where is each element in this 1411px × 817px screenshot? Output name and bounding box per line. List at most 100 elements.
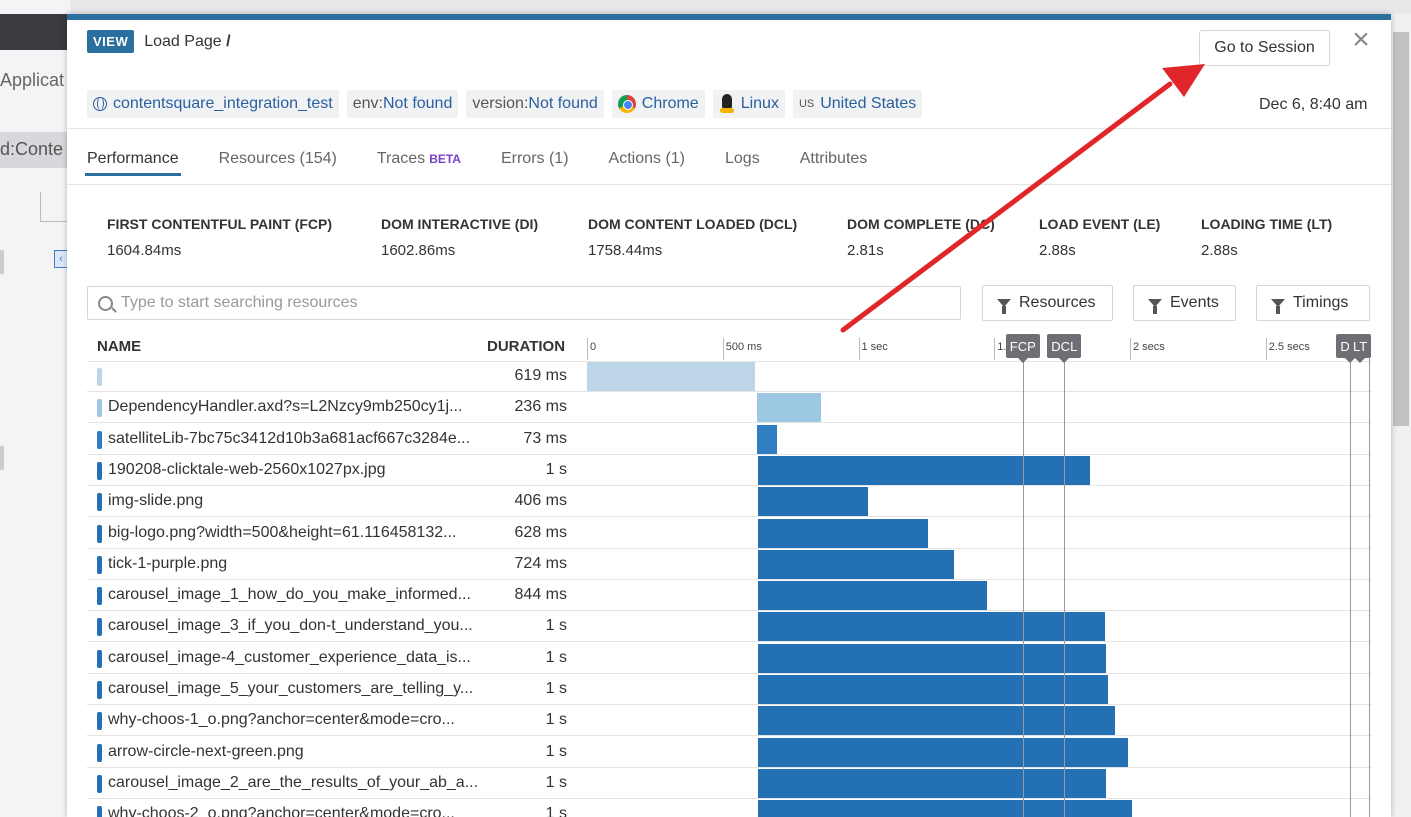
resource-search-input[interactable]: [121, 294, 921, 312]
table-row[interactable]: carousel_image_5_your_customers_are_tell…: [87, 674, 1371, 705]
metric-value: 1604.84ms: [107, 242, 182, 259]
resource-type-swatch: [97, 649, 102, 668]
view-detail-panel: VIEW Load Page / Go to Session × content…: [67, 14, 1391, 817]
resource-name: satelliteLib-7bc75c3412d10b3a681acf667c3…: [108, 429, 471, 447]
table-row[interactable]: carousel_image-4_customer_experience_dat…: [87, 643, 1371, 674]
timing-marker-flag[interactable]: LT: [1349, 334, 1372, 363]
resource-search: [87, 286, 961, 320]
table-row[interactable]: carousel_image_3_if_you_don-t_understand…: [87, 611, 1371, 643]
resource-duration: 236 ms: [514, 398, 567, 416]
table-row[interactable]: DependencyHandler.axd?s=L2Nzcy9mb250cy1j…: [87, 392, 1371, 424]
column-duration[interactable]: DURATION: [487, 338, 566, 355]
header-divider: [67, 128, 1391, 129]
scrollbar-thumb[interactable]: [1393, 32, 1409, 426]
resource-duration: 1 s: [545, 617, 567, 635]
table-row[interactable]: carousel_image_1_how_do_you_make_informe…: [87, 580, 1371, 612]
resource-duration: 619 ms: [514, 367, 567, 384]
tag-os[interactable]: Linux: [712, 90, 785, 118]
metric-label: DOM INTERACTIVE (DI): [381, 216, 539, 232]
waterfall-bar[interactable]: [757, 487, 868, 517]
tag-version[interactable]: version: Not found: [466, 90, 604, 118]
waterfall-bar[interactable]: [757, 455, 1090, 485]
page-title-prefix: Load Page: [144, 32, 222, 50]
metric-value: 2.88s: [1201, 242, 1238, 259]
tag-browser[interactable]: Chrome: [611, 90, 705, 118]
table-row[interactable]: carousel_image_2_are_the_results_of_your…: [87, 768, 1371, 799]
tag-browser-value: Chrome: [641, 95, 699, 112]
metric-label: DOM COMPLETE (DC): [847, 216, 995, 232]
resource-name: DependencyHandler.axd?s=L2Nzcy9mb250cy1j…: [108, 398, 463, 416]
table-row[interactable]: tick-1-purple.png 724 ms: [87, 549, 1371, 580]
waterfall-bar[interactable]: [757, 706, 1115, 736]
axis-tick-label: 2.5 secs: [1268, 341, 1310, 353]
metric-lt: LOADING TIME (LT) 2.88s: [1201, 216, 1332, 259]
background-edge: [0, 250, 4, 274]
timing-marker-line: [1022, 358, 1024, 817]
resource-duration: 1 s: [545, 680, 567, 697]
resource-type-swatch: [97, 493, 102, 512]
waterfall-bar[interactable]: [757, 737, 1129, 767]
timing-marker-line: [1064, 358, 1066, 817]
waterfall-bar[interactable]: [757, 643, 1107, 673]
chrome-icon: [617, 95, 636, 113]
waterfall-bar[interactable]: [756, 424, 777, 454]
tab-actions[interactable]: Actions (1): [608, 150, 685, 167]
resource-name: 190208-clicktale-web-2560x1027px.jpg: [108, 460, 386, 478]
resource-type-swatch: [97, 430, 102, 449]
background-app-label: Applicat: [0, 70, 65, 90]
background-app-sidebar: [0, 0, 70, 817]
close-icon[interactable]: ×: [1352, 23, 1370, 56]
tab-attributes[interactable]: Attributes: [799, 150, 868, 167]
tag-version-key: version:: [472, 95, 529, 112]
tab-logs[interactable]: Logs: [725, 150, 760, 167]
timing-metrics: FIRST CONTENTFUL PAINT (FCP) 1604.84ms D…: [107, 216, 1377, 266]
resource-name: big-logo.png?width=500&height=61.1164581…: [108, 523, 457, 541]
linux-icon: [719, 94, 735, 114]
resource-duration: 1 s: [545, 805, 567, 817]
waterfall-bar[interactable]: [756, 393, 821, 423]
go-to-session-button[interactable]: Go to Session: [1199, 30, 1330, 66]
table-row[interactable]: 619 ms: [87, 361, 1371, 392]
filter-timings-button[interactable]: Timings: [1256, 285, 1370, 321]
tag-country[interactable]: US United States: [792, 90, 923, 118]
resource-name: carousel_image_5_your_customers_are_tell…: [108, 680, 474, 697]
timing-marker-flag[interactable]: DCL: [1047, 334, 1082, 363]
table-row[interactable]: img-slide.png 406 ms: [87, 486, 1371, 518]
resource-duration: 724 ms: [514, 554, 567, 572]
tab-resources[interactable]: Resources (154): [218, 150, 337, 167]
waterfall-bar[interactable]: [757, 800, 1133, 817]
table-row[interactable]: why-choos-2_o.png?anchor=center&mode=cro…: [87, 799, 1371, 817]
axis-tick: [1130, 338, 1131, 360]
waterfall-bar[interactable]: [757, 518, 928, 548]
tag-env[interactable]: env: Not found: [346, 90, 459, 118]
tab-performance[interactable]: Performance: [85, 150, 181, 176]
waterfall-bar[interactable]: [587, 362, 756, 391]
table-row[interactable]: why-choos-1_o.png?anchor=center&mode=cro…: [87, 705, 1371, 737]
filter-icon: [1271, 299, 1285, 314]
waterfall-bar[interactable]: [757, 581, 987, 611]
column-name[interactable]: NAME: [97, 338, 142, 355]
view-badge: VIEW: [87, 30, 135, 53]
filter-events-button[interactable]: Events: [1133, 285, 1236, 321]
tab-traces[interactable]: Traces BETA: [377, 150, 461, 176]
table-row[interactable]: 190208-clicktale-web-2560x1027px.jpg 1 s: [87, 455, 1371, 486]
axis-tick: [1265, 338, 1267, 360]
waterfall-bar[interactable]: [757, 612, 1106, 642]
table-row[interactable]: arrow-circle-next-green.png 1 s: [87, 737, 1371, 768]
table-row[interactable]: big-logo.png?width=500&height=61.1164581…: [87, 518, 1371, 549]
tag-os-value: Linux: [740, 95, 779, 112]
filter-resources-button[interactable]: Resources: [982, 285, 1113, 321]
resource-type-swatch: [97, 524, 102, 543]
axis-tick-label: 1 sec: [861, 341, 888, 353]
timing-marker-flag[interactable]: FCP: [1005, 334, 1040, 363]
resource-type-swatch: [97, 774, 102, 793]
detail-tabs: Performance Resources (154) Traces BETA E…: [85, 150, 868, 176]
table-row[interactable]: satelliteLib-7bc75c3412d10b3a681acf667c3…: [87, 424, 1371, 455]
resource-name: carousel_image_3_if_you_don-t_understand…: [108, 617, 473, 635]
tab-errors[interactable]: Errors (1): [500, 150, 569, 167]
waterfall-bar[interactable]: [757, 675, 1108, 704]
waterfall-bar[interactable]: [757, 768, 1107, 798]
waterfall-bar[interactable]: [757, 549, 955, 579]
tag-application[interactable]: contentsquare_integration_test: [87, 90, 339, 118]
metric-value: 2.81s: [847, 242, 884, 259]
